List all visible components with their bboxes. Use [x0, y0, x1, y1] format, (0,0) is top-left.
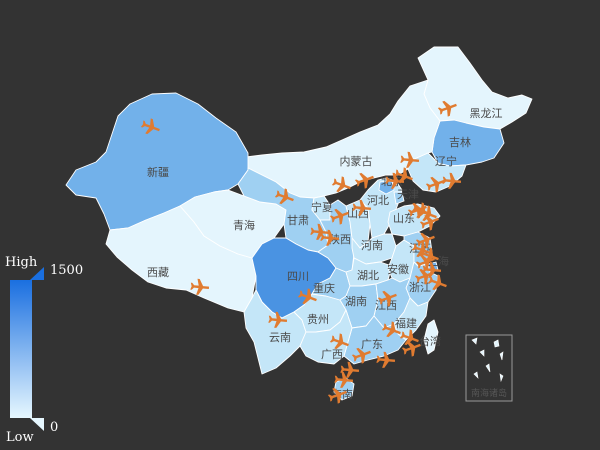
label-liaoning: 辽宁 — [435, 154, 457, 168]
airplane-icon — [327, 387, 347, 404]
province-layer — [65, 46, 533, 401]
color-legend[interactable]: High 1500 0 Low — [4, 255, 83, 445]
label-anhui: 安徽 — [387, 262, 409, 276]
inset-frame — [465, 334, 513, 402]
airplane-icon — [376, 351, 396, 368]
legend-top-handle[interactable] — [30, 267, 44, 280]
label-tianjin: 天津 — [397, 188, 419, 201]
airplane-icon — [442, 172, 462, 189]
label-xinjiang: 新疆 — [147, 165, 169, 179]
legend-gradient-bar[interactable] — [4, 255, 74, 440]
province-label-layer: 黑龙江 吉林 辽宁 内蒙古 新疆 西藏 青海 甘肃 宁夏 四川 云南 贵州 重庆… — [147, 107, 503, 401]
label-fujian: 福建 — [395, 316, 417, 330]
legend-bottom-handle[interactable] — [30, 418, 44, 431]
label-yunnan: 云南 — [269, 331, 291, 344]
province-tianjin[interactable] — [393, 191, 405, 205]
label-qinghai: 青海 — [233, 218, 255, 232]
airplane-icon — [140, 118, 160, 135]
province-xizang[interactable] — [105, 205, 257, 313]
airplane-icon — [437, 100, 457, 117]
province-guangxi[interactable] — [299, 309, 353, 365]
airplane-icon — [414, 268, 434, 285]
airplane-icon — [399, 329, 419, 346]
airplane-icon — [320, 229, 340, 246]
label-heilongjiang: 黑龙江 — [470, 107, 503, 120]
airplane-icon — [274, 188, 294, 205]
airplane-icon — [385, 172, 405, 189]
legend-min-value: 0 — [50, 420, 59, 435]
label-shaanxi: 陕西 — [329, 232, 351, 246]
label-taiwan: 台湾 — [419, 334, 441, 348]
airplane-icon — [411, 241, 431, 258]
label-xizang: 西藏 — [147, 266, 169, 279]
label-chongqing: 重庆 — [313, 281, 335, 295]
legend-max-value: 1500 — [50, 263, 84, 278]
label-sichuan: 四川 — [287, 270, 309, 283]
label-guangdong: 广东 — [361, 338, 383, 351]
label-hebei: 河北 — [367, 194, 389, 207]
label-guangxi: 广西 — [321, 348, 343, 361]
label-guizhou: 贵州 — [307, 313, 329, 326]
label-neimenggu: 内蒙古 — [340, 154, 373, 168]
inset-label: 南海诸岛 — [471, 387, 507, 399]
airplane-icon — [417, 205, 437, 222]
south-china-sea-inset: 南海诸岛 — [465, 334, 513, 402]
airplane-icon — [415, 232, 435, 249]
label-jilin: 吉林 — [449, 135, 471, 149]
airplane-icon — [419, 214, 439, 231]
inset-islands — [471, 337, 504, 383]
airplane-icon — [297, 288, 317, 305]
airplane-icon — [329, 208, 349, 225]
airplane-icon — [381, 321, 401, 338]
label-gansu: 甘肃 — [287, 214, 309, 227]
legend-low-label: Low — [6, 430, 34, 445]
airplane-icon — [401, 340, 421, 357]
airplane-icon — [268, 311, 288, 328]
airplane-layer — [140, 100, 462, 404]
airplane-icon — [331, 176, 351, 193]
label-henan: 河南 — [361, 239, 383, 252]
airplane-icon — [310, 223, 330, 240]
legend-high-label: High — [5, 255, 38, 270]
province-taiwan[interactable] — [423, 319, 439, 355]
airplane-icon — [340, 361, 360, 378]
airplane-icon — [393, 167, 413, 184]
airplane-icon — [334, 371, 354, 388]
airplane-icon — [329, 333, 349, 350]
airplane-icon — [190, 278, 210, 295]
label-zhejiang: 浙江 — [409, 281, 431, 294]
airplane-icon — [419, 247, 439, 264]
province-jilin[interactable] — [431, 119, 505, 167]
airplane-icon — [377, 290, 397, 307]
airplane-icon — [400, 151, 420, 168]
airplane-icon — [427, 274, 447, 291]
airplane-icon — [407, 202, 427, 219]
airplane-icon — [351, 347, 371, 364]
province-hebei[interactable] — [359, 177, 403, 239]
label-hunan: 湖南 — [345, 295, 367, 308]
airplane-icon — [354, 172, 374, 189]
airplane-icon — [422, 261, 442, 278]
label-shandong: 山东 — [393, 212, 415, 225]
airplane-icon — [352, 199, 372, 216]
airplane-icon — [425, 176, 445, 193]
label-jiangxi: 江西 — [375, 299, 397, 312]
label-hubei: 湖北 — [357, 269, 379, 282]
label-ningxia: 宁夏 — [311, 200, 333, 214]
